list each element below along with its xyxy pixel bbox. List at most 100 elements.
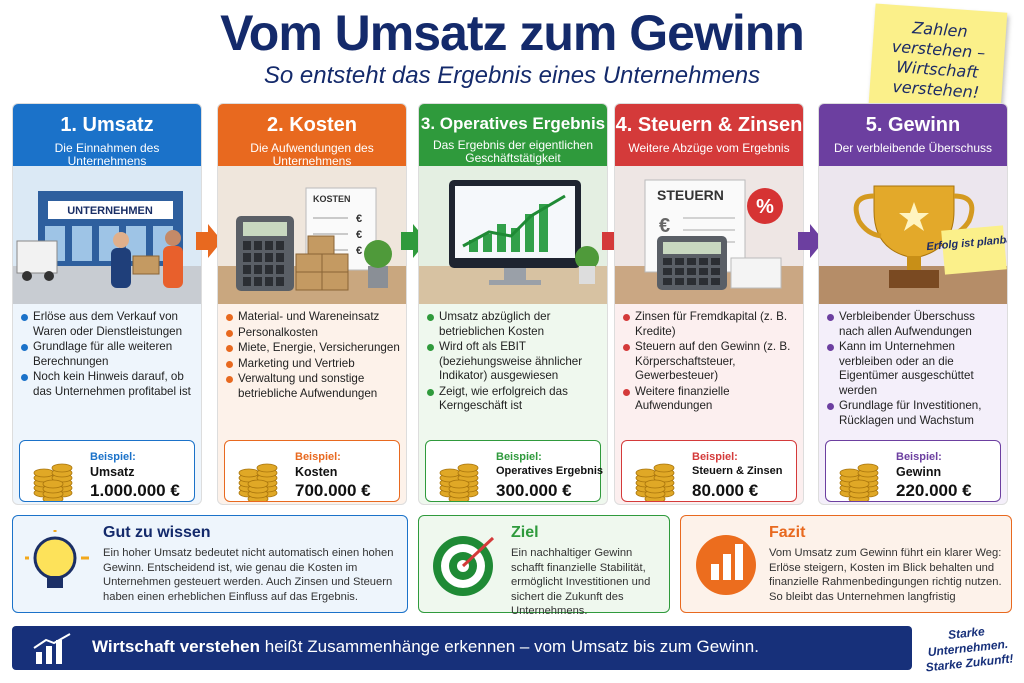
illustration-shape [196, 224, 222, 258]
bullet: Miete, Energie, Versicherungen [224, 341, 400, 356]
example-label: Beispiel: [692, 451, 738, 463]
step-title: 5. Gewinn [865, 114, 961, 136]
illustration-shape [663, 268, 672, 275]
illustration-shape [711, 268, 720, 275]
bullet: Wird oft als EBIT (beziehungsweise ähnli… [425, 340, 601, 384]
illustration-shape [675, 258, 684, 265]
illustration-shape [48, 201, 173, 219]
illustration-label: KOSTEN [313, 194, 351, 204]
illustration-shape [525, 214, 534, 252]
bullet: Verwaltung und sonstige betriebliche Auf… [224, 372, 400, 401]
illustration-shape [539, 204, 548, 252]
illustration-shape [462, 194, 566, 248]
illustration-shape [439, 468, 461, 478]
step-subtitle: Der verbleibende Überschuss [833, 141, 993, 155]
illustration-shape [461, 536, 495, 568]
illustration-shape [276, 265, 284, 274]
illustration-shape [295, 253, 323, 273]
example-label: Beispiel: [295, 451, 341, 463]
illustration-label: € [356, 229, 362, 241]
illustration-shape [132, 255, 160, 275]
illustration-shape [644, 479, 666, 489]
illustration-shape [848, 479, 870, 489]
arrow [196, 224, 222, 258]
info-icon [696, 535, 756, 595]
illustration-shape [276, 277, 284, 286]
example-name: Gewinn [896, 465, 942, 479]
illustration-shape [165, 230, 181, 246]
example-value: 1.000.000 € [90, 481, 180, 500]
step-header: 1. Umsatz Die Einnahmen des Unternehmens [13, 104, 201, 168]
footer-banner: Wirtschaft verstehen heißt Zusammenhänge… [12, 626, 912, 670]
step-header: 3. Operatives Ergebnis Das Ergebnis der e… [419, 104, 607, 166]
illustration-shape [243, 265, 251, 274]
coins-icon [439, 463, 479, 501]
chart-icon [33, 633, 71, 664]
coins-icon [238, 463, 278, 501]
illustration-shape [711, 564, 719, 580]
illustration-shape [16, 240, 58, 274]
step-title: 4. Steuern & Zinsen [615, 114, 803, 136]
illustration-shape [497, 224, 506, 252]
bullet-list: Zinsen für Fremdkapital (z. B. Kredite) S… [621, 310, 797, 415]
example-label: Beispiel: [896, 451, 942, 463]
illustration-shape [907, 256, 921, 272]
illustration-shape [321, 253, 349, 273]
bullet-list: Erlöse aus dem Verkauf von Waren oder Di… [19, 310, 195, 400]
step-illustration: KOSTEN € € € [218, 166, 406, 304]
info-text: Vom Umsatz zum Gewinn führt ein klarer W… [769, 547, 1002, 603]
illustration-shape [675, 268, 684, 275]
illustration-shape [663, 278, 672, 285]
illustration-shape [853, 193, 882, 239]
illustration-shape [899, 202, 929, 231]
illustration-shape [687, 268, 696, 275]
bullet: Erlöse aus dem Verkauf von Waren oder Di… [19, 310, 195, 339]
step-header: 2. Kosten Die Aufwendungen des Unternehme… [218, 104, 406, 168]
bullet: Personalkosten [224, 326, 400, 341]
illustration-shape [839, 468, 861, 478]
coins-icon [635, 463, 675, 501]
example-label: Beispiel: [90, 451, 136, 463]
illustration-shape [579, 266, 595, 284]
bullet: Grundlage für alle weiteren Berechnungen [19, 340, 195, 369]
step-subtitle: Das Ergebnis der eigentlichen Geschäftst… [432, 138, 594, 165]
step-header: 4. Steuern & Zinsen Weitere Abzüge vom Er… [615, 104, 803, 166]
illustration-shape [735, 544, 743, 580]
example-name: Operatives Ergebnis [496, 465, 603, 477]
illustration-shape [663, 242, 721, 254]
example-box: Beispiel: Operatives Ergebnis 300.000 € [425, 440, 603, 502]
illustration-shape [675, 278, 684, 285]
illustration-label: STEUERN [657, 187, 724, 203]
example-name: Umsatz [90, 465, 135, 479]
footer-bold: Wirtschaft verstehen [92, 637, 261, 656]
info-text: Ein hoher Umsatz bedeutet nicht automati… [103, 547, 394, 603]
illustration-shape [243, 277, 251, 286]
illustration-shape [483, 234, 492, 252]
illustration-shape [295, 271, 323, 291]
bullet: Umsatz abzüglich der betrieblichen Koste… [425, 310, 601, 339]
step-title: 1. Umsatz [60, 114, 154, 136]
illustration-shape [276, 241, 284, 250]
step-card: 3. Operatives Ergebnis Das Ergebnis der e… [418, 103, 608, 505]
illustration-shape [711, 278, 720, 285]
illustration-shape [42, 479, 64, 489]
step-card: 5. Gewinn Der verbleibende Überschuss Erfo… [818, 103, 1008, 505]
illustration-shape [243, 241, 251, 250]
bullet: Verbleibender Überschuss nach allen Aufw… [825, 310, 1001, 339]
info-box: Fazit Vom Umsatz zum Gewinn führt ein kla… [680, 515, 1012, 613]
illustration-shape [265, 277, 273, 286]
example-box: Beispiel: Steuern & Zinsen 80.000 € [621, 440, 797, 502]
example-box: Beispiel: Umsatz 1.000.000 € [19, 440, 195, 502]
illustration-shape [33, 468, 55, 478]
illustration-label: € [356, 213, 362, 225]
bullet: Zeigt, wie erfolgreich das Kerngeschäft … [425, 385, 601, 414]
bullet: Zinsen für Fremdkapital (z. B. Kredite) [621, 310, 797, 339]
footer-text: heißt Zusammenhänge erkennen – vom Umsat… [264, 637, 759, 656]
step-title: 2. Kosten [266, 114, 358, 136]
step-card: 2. Kosten Die Aufwendungen des Unternehme… [217, 103, 407, 505]
illustration-shape [22, 271, 32, 281]
example-label: Beispiel: [496, 451, 542, 463]
illustration-shape [504, 268, 526, 282]
illustration-shape [111, 248, 131, 288]
